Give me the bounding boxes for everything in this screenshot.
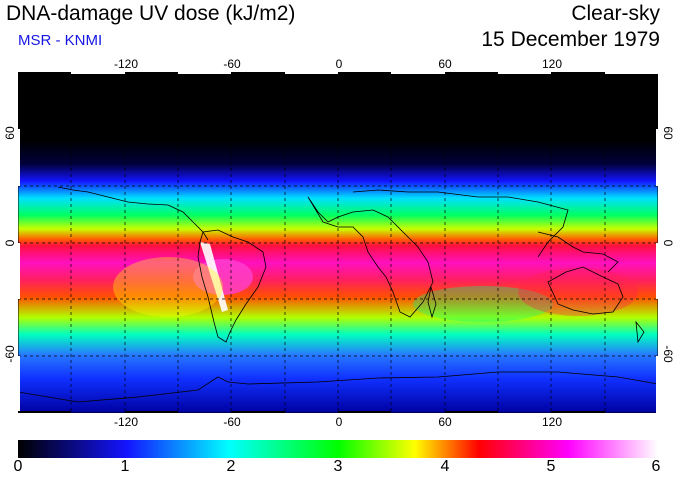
- colorbar-tick: 0: [13, 458, 23, 475]
- lat-label-right: -60: [661, 345, 675, 363]
- colorbar-tick: 3: [333, 458, 343, 475]
- map-title: DNA-damage UV dose (kJ/m2): [6, 2, 296, 25]
- antarctica-coast: [18, 371, 658, 403]
- south-america-coast: [197, 229, 267, 343]
- color-scale-bar: [18, 440, 658, 458]
- lon-label-bottom: -120: [113, 415, 139, 429]
- source-label: MSR - KNMI: [18, 32, 103, 49]
- australia-coast: [547, 266, 624, 315]
- lon-label-bottom: 120: [541, 415, 563, 429]
- africa-coast: [307, 196, 434, 318]
- australia-red: [518, 268, 638, 316]
- eurasia-coast: [352, 189, 569, 258]
- andes-peak: [193, 259, 253, 295]
- lon-label-top: -60: [223, 57, 241, 71]
- sky-condition-label: Clear-sky: [571, 2, 660, 25]
- lon-label-top: 120: [541, 57, 563, 71]
- coastlines: [18, 186, 658, 403]
- map-frame: [18, 72, 658, 413]
- asia-islands: [537, 231, 619, 273]
- lat-label-left: -60: [3, 345, 17, 363]
- madagascar-coast: [427, 286, 437, 319]
- lon-label-top: 0: [335, 57, 343, 71]
- uv-dose-map: [18, 72, 658, 413]
- pacific-yellow-patch: [113, 257, 223, 317]
- lon-label-bottom: 60: [438, 415, 452, 429]
- lon-label-bottom: -60: [223, 415, 241, 429]
- lat-label-left: 60: [3, 126, 17, 140]
- andes-max-streak: [200, 242, 228, 312]
- colorbar-tick: 6: [651, 458, 661, 475]
- lat-label-left: 0: [3, 239, 17, 247]
- colorbar-tick: 1: [120, 458, 130, 475]
- colorbar-tick: 2: [226, 458, 236, 475]
- lon-label-top: -120: [113, 57, 139, 71]
- colorbar-tick: 5: [546, 458, 556, 475]
- date-label: 15 December 1979: [481, 28, 660, 51]
- north-america-coast: [57, 186, 209, 241]
- lat-label-right: 0: [661, 239, 675, 247]
- lon-label-top: 60: [438, 57, 452, 71]
- lat-label-right: 60: [661, 126, 675, 140]
- colorbar-tick: 4: [440, 458, 450, 475]
- lon-label-bottom: 0: [335, 415, 343, 429]
- graticule: [18, 72, 658, 413]
- new-zealand-coast: [635, 320, 645, 344]
- indian-ocean-green: [413, 286, 553, 322]
